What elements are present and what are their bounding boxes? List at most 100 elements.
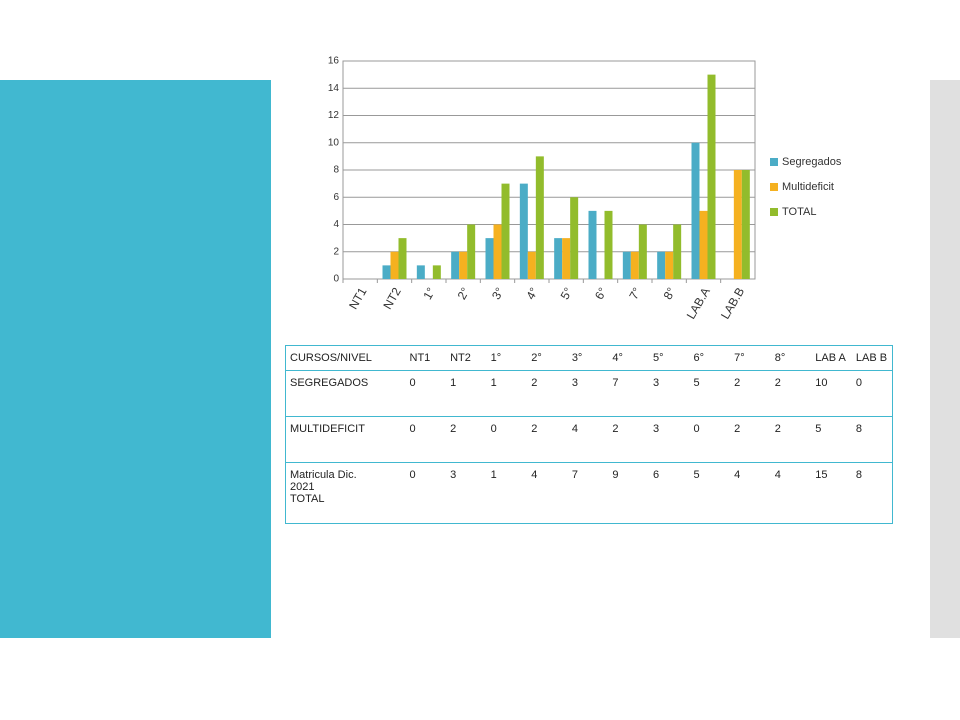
- x-tick-label: 7°: [626, 285, 644, 302]
- legend-swatch: [770, 208, 778, 216]
- row-label: Matricula Dic. 2021 TOTAL: [285, 462, 406, 524]
- table-row: SEGREGADOS 0 1 1 2 3 7 3 5 2 2 10 0: [285, 370, 893, 417]
- value-cell: 10: [811, 370, 852, 417]
- header-cell: NT2: [446, 345, 487, 371]
- value-cell: 0: [851, 370, 893, 417]
- x-tick-label: LAB.A: [684, 285, 713, 321]
- bar: [638, 224, 647, 279]
- bar: [398, 238, 407, 279]
- header-cell: NT1: [405, 345, 447, 371]
- bar: [519, 183, 528, 279]
- bar: [588, 210, 597, 279]
- chart: 0 2 4 6 8 10 12 14 16 NT1 NT2 1° 2° 3° 4° 5° 6° 7° 8° LAB.A…: [328, 56, 842, 322]
- value-cell: 5: [811, 416, 852, 463]
- value-cell: 5: [689, 462, 731, 524]
- value-cell: 0: [405, 370, 447, 417]
- x-tick-label: NT1: [346, 285, 370, 312]
- bar: [527, 251, 536, 279]
- y-tick-label: 0: [333, 274, 339, 285]
- value-cell: 0: [486, 416, 528, 463]
- x-tick-label: 8°: [661, 285, 679, 302]
- table-row: Matricula Dic. 2021 TOTAL 0 3 1 4 7 9 6 5 4 4 15 8: [285, 462, 893, 524]
- value-cell: 8: [851, 462, 893, 524]
- value-cell: 3: [648, 416, 690, 463]
- value-cell: 3: [648, 370, 690, 417]
- value-cell: 1: [486, 462, 528, 524]
- bar: [699, 210, 708, 279]
- x-tick-label: 2°: [455, 285, 473, 302]
- value-cell: 4: [770, 462, 812, 524]
- bar: [390, 251, 399, 279]
- bar: [535, 156, 544, 279]
- y-tick-label: 2: [333, 246, 339, 257]
- legend-label: Multideficit: [782, 181, 834, 193]
- bar: [562, 238, 571, 279]
- value-cell: 6: [648, 462, 690, 524]
- row-label: SEGREGADOS: [285, 370, 406, 417]
- value-cell: 2: [770, 370, 812, 417]
- bar: [707, 74, 716, 279]
- row-label: MULTIDEFICIT: [285, 416, 406, 463]
- value-cell: 2: [446, 416, 487, 463]
- bar: [467, 224, 476, 279]
- value-cell: 7: [567, 462, 609, 524]
- bar: [657, 251, 666, 279]
- bar: [493, 224, 502, 279]
- header-cell: 7°: [730, 345, 771, 371]
- legend-label: TOTAL: [782, 206, 816, 218]
- value-cell: 2: [527, 416, 568, 463]
- value-cell: 7: [608, 370, 649, 417]
- header-cell: 1°: [486, 345, 528, 371]
- value-cell: 2: [608, 416, 649, 463]
- value-cell: 5: [689, 370, 731, 417]
- x-tick-label: 4°: [523, 285, 541, 302]
- header-cell: 3°: [567, 345, 609, 371]
- x-tick-label: 6°: [592, 285, 610, 302]
- x-tick-label: 5°: [558, 285, 576, 302]
- value-cell: 1: [486, 370, 528, 417]
- bar: [604, 210, 613, 279]
- bar: [451, 251, 460, 279]
- value-cell: 2: [730, 416, 771, 463]
- header-cell: CURSOS/NIVEL: [285, 345, 406, 371]
- y-tick-label: 8: [333, 165, 339, 176]
- header-cell: LAB A: [811, 345, 852, 371]
- bar: [570, 197, 579, 279]
- x-tick-label: NT2: [380, 285, 404, 312]
- bar: [691, 142, 700, 279]
- legend-swatch: [770, 183, 778, 191]
- value-cell: 0: [405, 462, 447, 524]
- x-tick-label: 3°: [489, 285, 507, 302]
- y-tick-label: 4: [333, 219, 339, 230]
- bar: [665, 251, 674, 279]
- value-cell: 0: [405, 416, 447, 463]
- header-cell: 6°: [689, 345, 731, 371]
- y-tick-label: 16: [328, 56, 340, 67]
- header-cell: 8°: [770, 345, 812, 371]
- bar: [673, 224, 682, 279]
- bar: [459, 251, 468, 279]
- value-cell: 9: [608, 462, 649, 524]
- value-cell: 1: [446, 370, 487, 417]
- value-cell: 2: [770, 416, 812, 463]
- value-cell: 0: [689, 416, 731, 463]
- value-cell: 3: [567, 370, 609, 417]
- value-cell: 4: [567, 416, 609, 463]
- value-cell: 15: [811, 462, 852, 524]
- value-cell: 4: [730, 462, 771, 524]
- y-tick-label: 12: [328, 110, 340, 121]
- value-cell: 4: [527, 462, 568, 524]
- bar: [416, 265, 425, 279]
- value-cell: 2: [527, 370, 568, 417]
- y-tick-label: 6: [333, 192, 339, 203]
- legend-label: Segregados: [782, 156, 842, 168]
- gray-strip: [930, 80, 960, 638]
- header-cell: 5°: [648, 345, 690, 371]
- y-tick-label: 10: [328, 137, 340, 148]
- bar: [485, 238, 494, 279]
- value-cell: 8: [851, 416, 893, 463]
- bar: [741, 170, 750, 279]
